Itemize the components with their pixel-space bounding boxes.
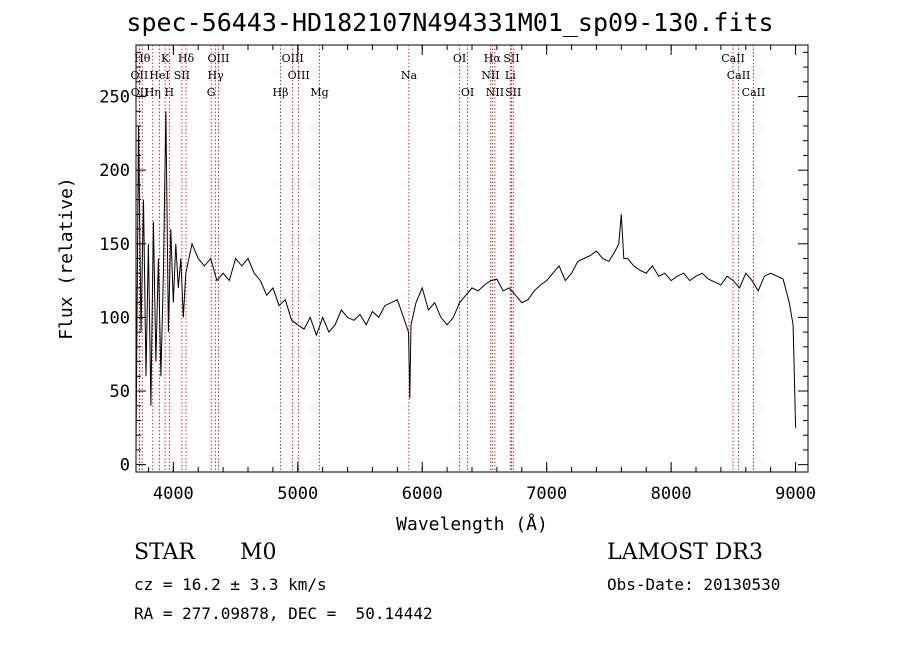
line-label: Mg: [310, 86, 328, 99]
coordinates-readout: RA = 277.09878, DEC = 50.14442: [134, 604, 433, 623]
survey-name: LAMOST DR3: [607, 540, 763, 565]
redshift-readout: cz = 16.2 ± 3.3 km/s: [134, 575, 327, 594]
x-tick-label: 8000: [651, 484, 692, 504]
line-label: OII: [131, 86, 149, 99]
x-tick-label: 9000: [775, 484, 816, 504]
line-label: H: [165, 86, 175, 99]
x-tick-label: 4000: [153, 484, 194, 504]
x-tick-label: 7000: [526, 484, 567, 504]
line-label: Hγ: [208, 69, 225, 82]
line-label: Hβ: [273, 86, 289, 99]
line-label: NII: [486, 86, 504, 99]
x-tick-label: 6000: [402, 484, 443, 504]
line-label: NII: [481, 69, 499, 82]
line-label: CaII: [727, 69, 751, 82]
line-label: CaII: [742, 86, 766, 99]
y-tick-label: 150: [99, 235, 130, 255]
spectrum-line: [135, 111, 797, 450]
line-label: SII: [505, 86, 521, 99]
y-tick-label: 100: [99, 308, 130, 328]
line-label: OIII: [282, 52, 304, 65]
line-label: OIII: [288, 69, 310, 82]
y-tick-label: 50: [110, 382, 130, 402]
line-label: CaII: [721, 52, 745, 65]
line-label: SII: [174, 69, 190, 82]
y-tick-label: 250: [99, 88, 130, 108]
plot-frame: [135, 44, 809, 473]
y-tick-label: 200: [99, 161, 130, 181]
line-label: Na: [401, 69, 418, 82]
y-tick-label: 0: [120, 456, 130, 476]
line-label: Hη: [145, 86, 161, 99]
line-label: OI: [453, 52, 466, 65]
line-label: Li: [505, 69, 516, 82]
line-label: G: [207, 86, 216, 99]
spectral-subclass: M0: [240, 540, 277, 565]
line-label: K: [161, 52, 170, 65]
line-label: SII: [503, 52, 519, 65]
x-tick-label: 5000: [277, 484, 318, 504]
object-type: STAR: [134, 540, 195, 565]
observation-date: Obs-Date: 20130530: [607, 575, 781, 594]
line-label: Hθ: [134, 52, 151, 65]
x-axis-label: Wavelength (Å): [396, 513, 548, 535]
chart-title: spec-56443-HD182107N494331M01_sp09-130.f…: [126, 8, 774, 37]
line-label: HeI: [149, 69, 169, 82]
line-label: Hδ: [178, 52, 195, 65]
line-label: OIII: [207, 52, 229, 65]
line-label: OII: [131, 69, 149, 82]
y-axis-label: Flux (relative): [56, 177, 77, 340]
line-label: OI: [461, 86, 474, 99]
line-label: Hα: [484, 52, 502, 65]
